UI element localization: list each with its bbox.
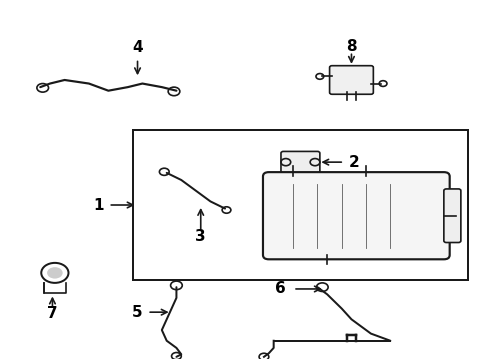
FancyBboxPatch shape [281,152,319,173]
Text: 4: 4 [132,40,142,55]
FancyBboxPatch shape [329,66,372,94]
Text: 5: 5 [132,305,142,320]
Text: 1: 1 [93,198,103,212]
Bar [132,130,467,280]
Text: 8: 8 [346,39,356,54]
Text: 2: 2 [348,155,359,170]
Text: 6: 6 [275,282,285,296]
FancyBboxPatch shape [443,189,460,243]
FancyBboxPatch shape [263,172,449,259]
Circle shape [47,267,62,279]
Text: 3: 3 [195,229,205,244]
Text: 7: 7 [47,306,58,321]
